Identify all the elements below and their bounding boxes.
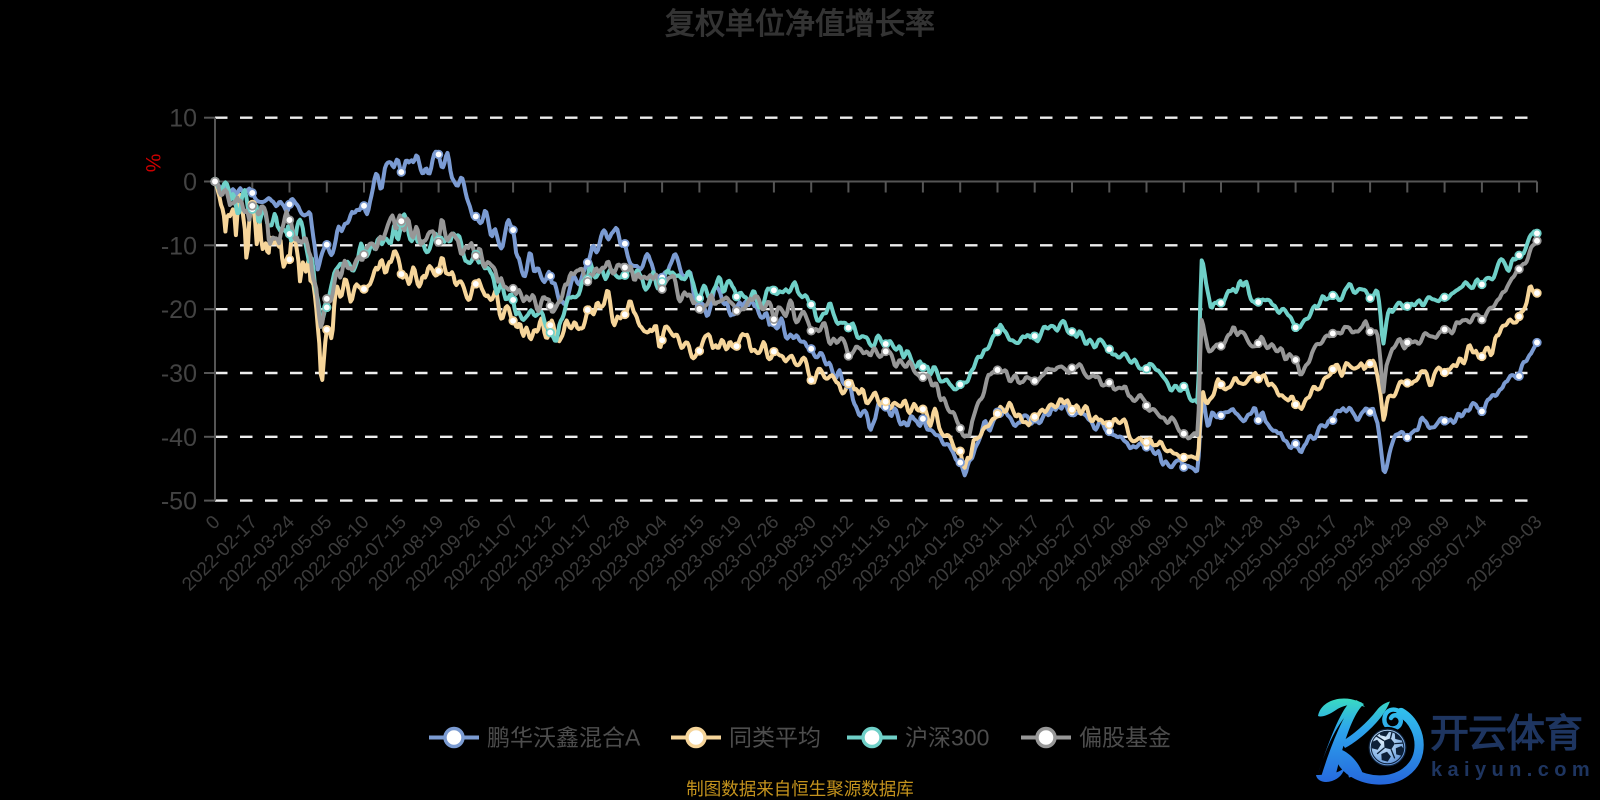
svg-text:-40: -40 (161, 424, 197, 452)
svg-text:kaiyun.com: kaiyun.com (1431, 759, 1595, 781)
svg-text:鹏华沃鑫混合A: 鹏华沃鑫混合A (487, 725, 641, 751)
svg-text:-20: -20 (161, 296, 197, 324)
svg-text:同类平均: 同类平均 (729, 725, 821, 751)
svg-text:-10: -10 (161, 232, 197, 260)
svg-text:-50: -50 (161, 488, 197, 516)
svg-text:偏股基金: 偏股基金 (1079, 725, 1171, 751)
svg-text:%: % (141, 154, 164, 173)
svg-text:制图数据来自恒生聚源数据库: 制图数据来自恒生聚源数据库 (686, 779, 914, 799)
svg-text:-30: -30 (161, 360, 197, 388)
svg-text:复权单位净值增长率: 复权单位净值增长率 (665, 7, 935, 41)
svg-text:开云体育: 开云体育 (1430, 713, 1582, 756)
svg-text:沪深300: 沪深300 (905, 725, 989, 751)
svg-text:0: 0 (183, 169, 197, 197)
svg-text:10: 10 (169, 105, 197, 133)
